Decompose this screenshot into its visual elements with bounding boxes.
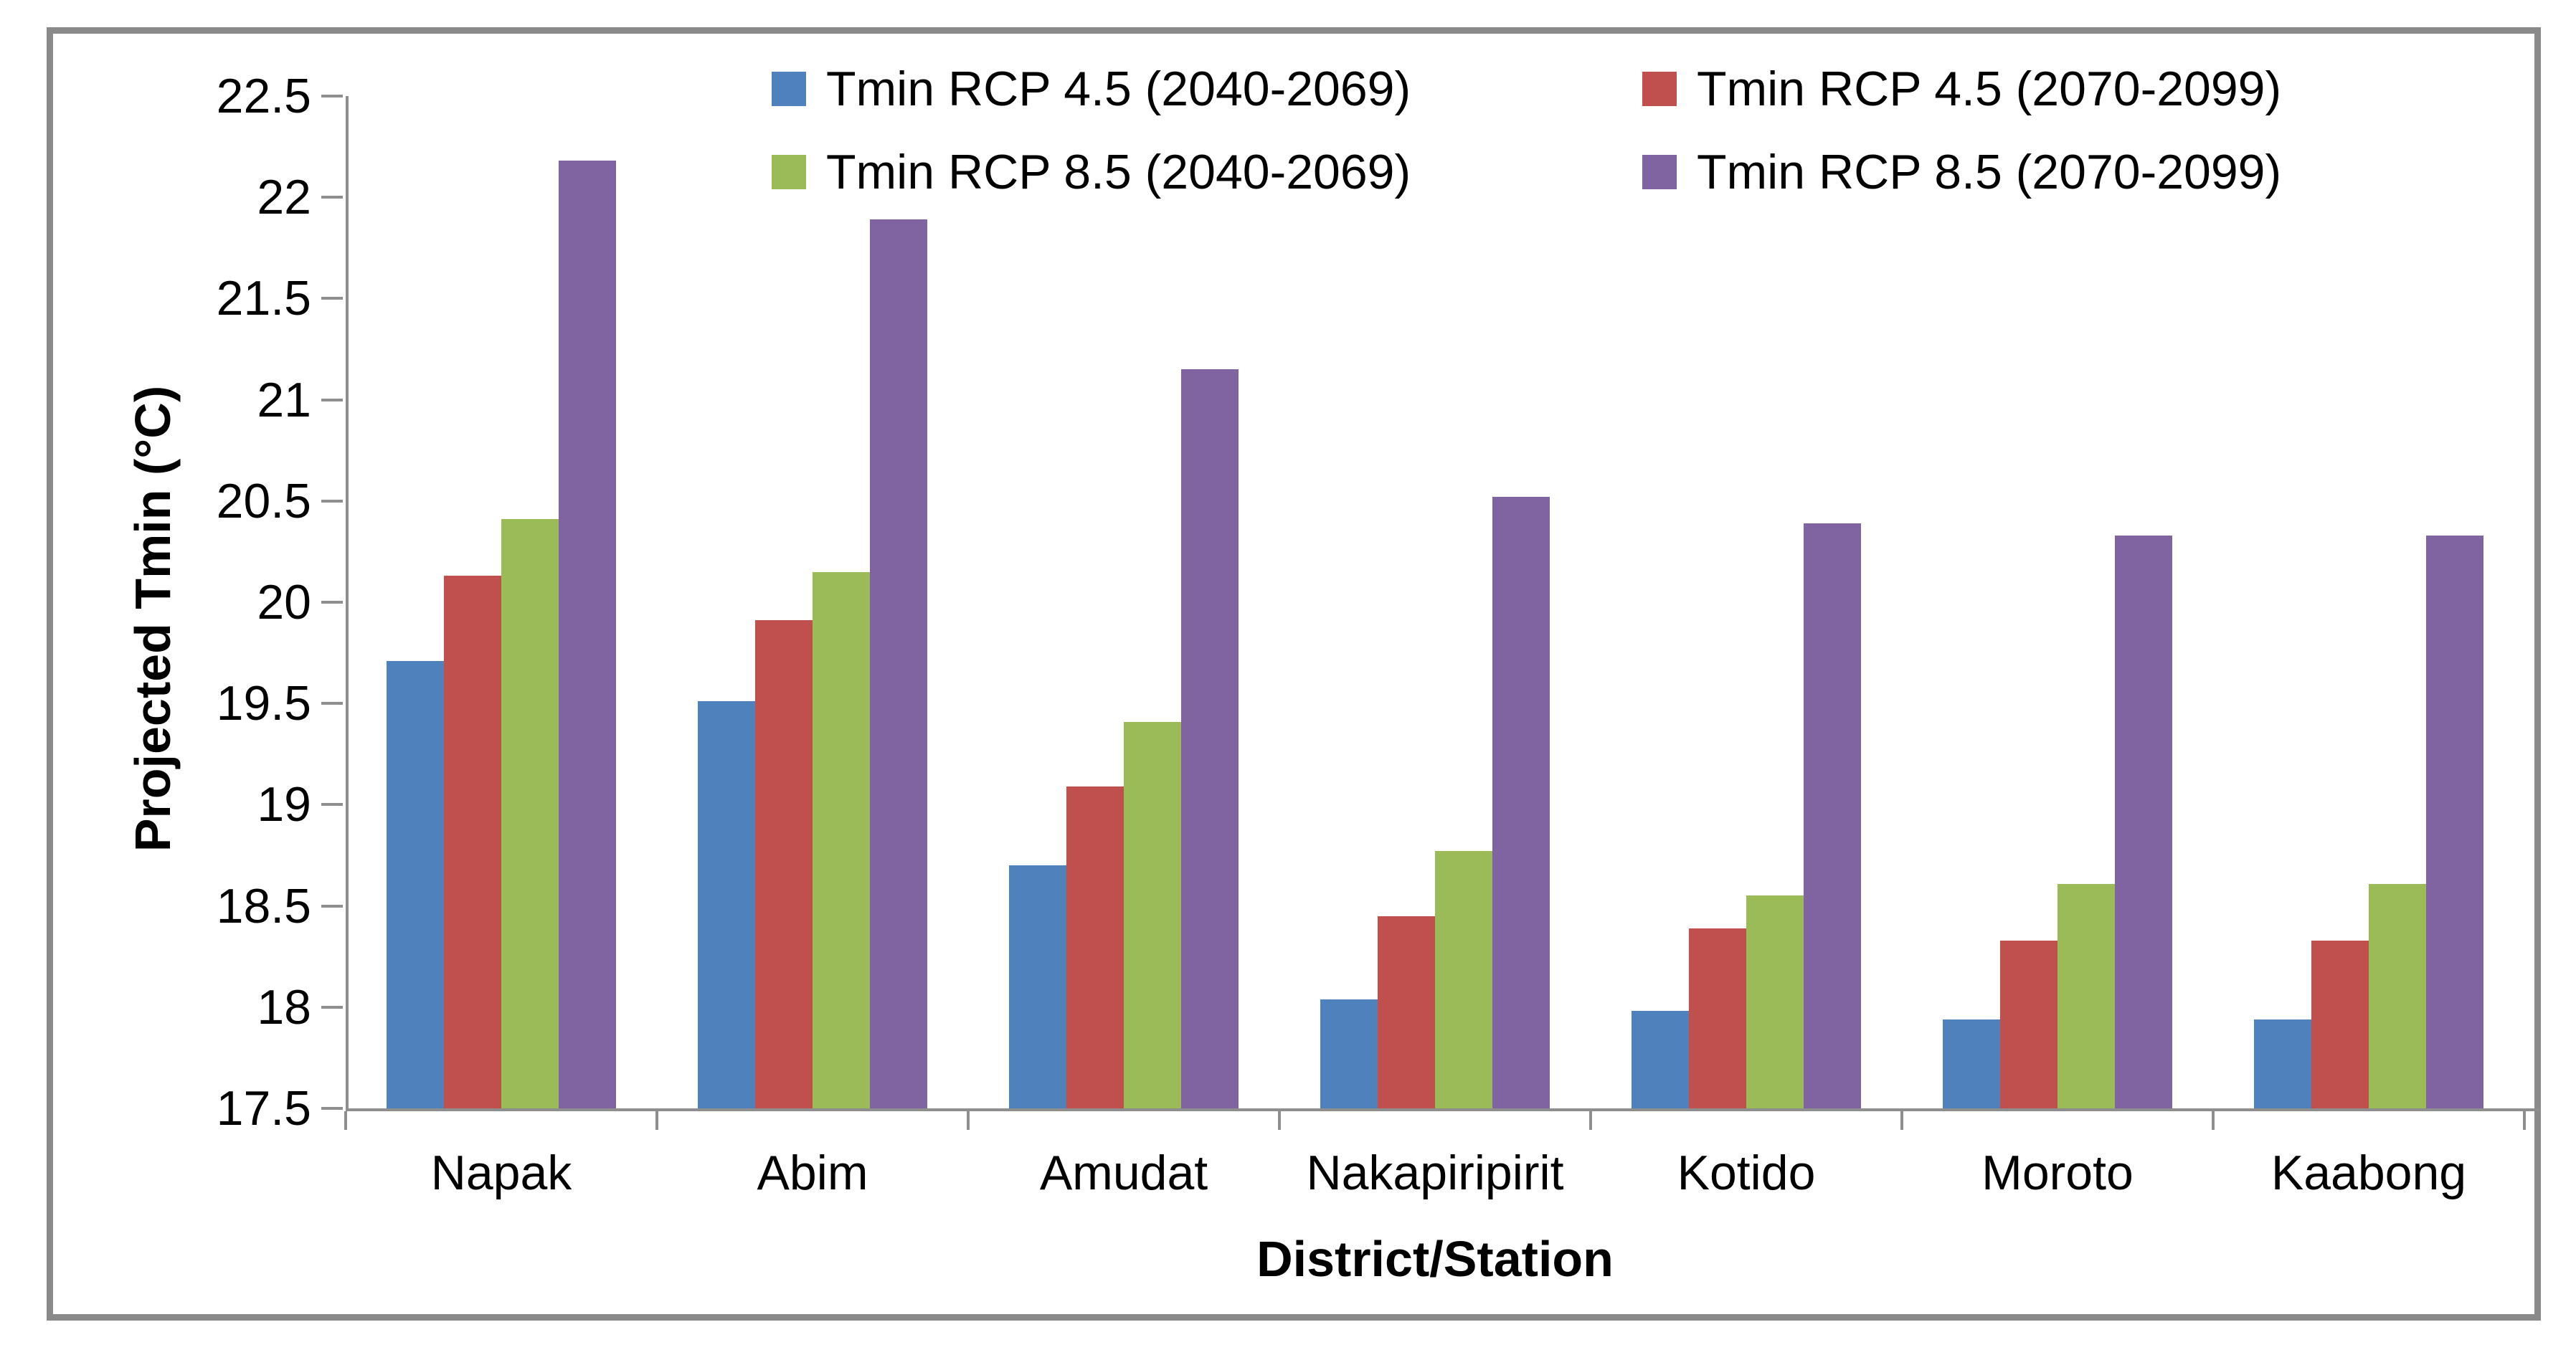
bar-abim-series-1 bbox=[698, 701, 755, 1108]
y-tick-mark bbox=[321, 601, 343, 604]
x-category-label-nakapiripirit: Nakapiripirit bbox=[1306, 1146, 1564, 1200]
y-tick-mark bbox=[321, 95, 343, 98]
y-tick-label: 20 bbox=[257, 575, 311, 629]
bar-kaabong-series-1 bbox=[2254, 1019, 2311, 1108]
x-category-label-kaabong: Kaabong bbox=[2270, 1146, 2467, 1200]
bar-moroto-series-4 bbox=[2115, 535, 2172, 1108]
bar-kotido-series-2 bbox=[1689, 928, 1746, 1108]
legend-item-tmin-rcp-8-5-2070-2099: Tmin RCP 8.5 (2070-2099) bbox=[1642, 146, 2281, 198]
y-tick-mark bbox=[321, 499, 343, 503]
y-axis-title: Projected Tmin (°C) bbox=[125, 385, 181, 852]
x-tick-mark bbox=[344, 1111, 347, 1130]
y-tick-mark bbox=[321, 904, 343, 908]
figure-frame bbox=[47, 27, 2541, 1321]
y-tick-label: 19 bbox=[257, 777, 311, 832]
bar-amudat-series-3 bbox=[1124, 721, 1181, 1108]
y-tick-mark bbox=[321, 196, 343, 199]
x-category-label-napak: Napak bbox=[430, 1146, 572, 1200]
legend-item-tmin-rcp-4-5-2040-2069: Tmin RCP 4.5 (2040-2069) bbox=[772, 63, 1411, 115]
x-category-label-kotido: Kotido bbox=[1677, 1146, 1816, 1200]
y-tick-label: 18.5 bbox=[216, 878, 311, 933]
bar-abim-series-4 bbox=[870, 219, 927, 1108]
legend-swatch bbox=[1642, 155, 1677, 189]
y-tick-mark bbox=[321, 1107, 343, 1110]
x-tick-mark bbox=[1278, 1111, 1281, 1130]
bar-amudat-series-1 bbox=[1009, 865, 1066, 1108]
y-tick-mark bbox=[321, 398, 343, 401]
x-category-label-moroto: Moroto bbox=[1981, 1146, 2134, 1200]
legend-label: Tmin RCP 8.5 (2070-2099) bbox=[1697, 145, 2282, 199]
legend-swatch bbox=[772, 72, 806, 106]
bar-kotido-series-4 bbox=[1804, 523, 1861, 1108]
bar-kaabong-series-2 bbox=[2311, 940, 2369, 1108]
bar-kotido-series-3 bbox=[1746, 895, 1804, 1108]
bar-kotido-series-1 bbox=[1632, 1011, 1689, 1108]
bar-napak-series-1 bbox=[387, 660, 444, 1108]
y-tick-mark bbox=[321, 803, 343, 807]
x-category-label-abim: Abim bbox=[757, 1146, 868, 1200]
bar-kaabong-series-4 bbox=[2426, 535, 2483, 1108]
bar-abim-series-3 bbox=[813, 571, 870, 1108]
legend-item-tmin-rcp-4-5-2070-2099: Tmin RCP 4.5 (2070-2099) bbox=[1642, 63, 2281, 115]
legend-label: Tmin RCP 4.5 (2040-2069) bbox=[826, 62, 1411, 116]
plot-area bbox=[346, 96, 2539, 1111]
bar-napak-series-2 bbox=[444, 576, 501, 1108]
y-tick-label: 17.5 bbox=[216, 1081, 311, 1136]
legend-swatch bbox=[772, 155, 806, 189]
y-tick-mark bbox=[321, 702, 343, 705]
bar-kaabong-series-3 bbox=[2369, 883, 2426, 1108]
x-tick-mark bbox=[1900, 1111, 1903, 1130]
y-tick-label: 20.5 bbox=[216, 473, 311, 528]
x-tick-mark bbox=[655, 1111, 658, 1130]
legend-label: Tmin RCP 4.5 (2070-2099) bbox=[1697, 62, 2282, 116]
x-tick-mark bbox=[967, 1111, 970, 1130]
bar-amudat-series-2 bbox=[1066, 786, 1124, 1108]
x-axis-title: District/Station bbox=[1256, 1231, 1614, 1287]
bar-abim-series-2 bbox=[755, 620, 813, 1108]
bar-moroto-series-3 bbox=[2058, 883, 2115, 1108]
x-tick-mark bbox=[2212, 1111, 2215, 1130]
bar-moroto-series-2 bbox=[2000, 940, 2058, 1108]
bar-moroto-series-1 bbox=[1943, 1019, 2000, 1108]
legend-label: Tmin RCP 8.5 (2040-2069) bbox=[826, 145, 1411, 199]
y-tick-mark bbox=[321, 297, 343, 300]
y-tick-label: 21 bbox=[257, 372, 311, 427]
x-tick-mark bbox=[1589, 1111, 1592, 1130]
legend-item-tmin-rcp-8-5-2040-2069: Tmin RCP 8.5 (2040-2069) bbox=[772, 146, 1411, 198]
x-category-label-amudat: Amudat bbox=[1039, 1146, 1208, 1200]
y-tick-label: 22.5 bbox=[216, 69, 311, 123]
y-tick-label: 21.5 bbox=[216, 271, 311, 326]
y-tick-label: 19.5 bbox=[216, 676, 311, 731]
bar-nakapiripirit-series-3 bbox=[1435, 851, 1492, 1108]
y-tick-label: 18 bbox=[257, 979, 311, 1035]
bar-napak-series-4 bbox=[559, 161, 616, 1108]
legend-swatch bbox=[1642, 72, 1677, 106]
x-tick-mark bbox=[2523, 1111, 2526, 1130]
bar-amudat-series-4 bbox=[1181, 369, 1239, 1108]
bar-nakapiripirit-series-4 bbox=[1492, 497, 1550, 1108]
bar-nakapiripirit-series-2 bbox=[1378, 916, 1435, 1108]
y-tick-label: 22 bbox=[257, 170, 311, 225]
bar-nakapiripirit-series-1 bbox=[1320, 999, 1378, 1108]
y-tick-mark bbox=[321, 1005, 343, 1009]
bar-napak-series-3 bbox=[501, 519, 559, 1108]
